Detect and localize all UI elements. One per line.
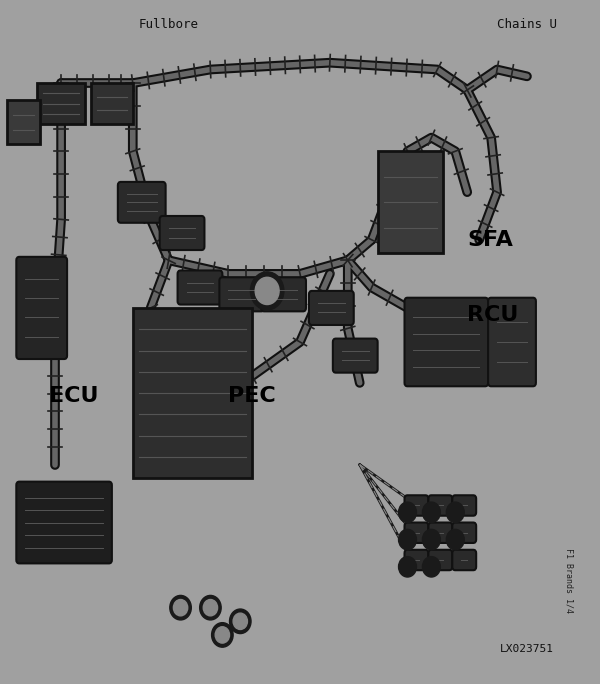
FancyBboxPatch shape bbox=[452, 523, 476, 543]
FancyBboxPatch shape bbox=[488, 298, 536, 386]
Circle shape bbox=[203, 599, 218, 616]
FancyBboxPatch shape bbox=[118, 182, 166, 223]
Bar bbox=[377, 151, 443, 254]
Text: RCU: RCU bbox=[467, 305, 518, 325]
Circle shape bbox=[215, 627, 230, 643]
Circle shape bbox=[422, 529, 440, 550]
Circle shape bbox=[233, 613, 247, 629]
Text: ECU: ECU bbox=[49, 386, 98, 406]
Circle shape bbox=[422, 557, 440, 577]
Text: Chains U: Chains U bbox=[497, 18, 557, 31]
FancyBboxPatch shape bbox=[404, 298, 488, 386]
FancyBboxPatch shape bbox=[404, 495, 428, 516]
FancyBboxPatch shape bbox=[404, 550, 428, 570]
Circle shape bbox=[212, 622, 233, 647]
FancyBboxPatch shape bbox=[452, 495, 476, 516]
Circle shape bbox=[173, 599, 188, 616]
FancyBboxPatch shape bbox=[16, 482, 112, 564]
Circle shape bbox=[446, 502, 464, 523]
Circle shape bbox=[398, 557, 416, 577]
FancyBboxPatch shape bbox=[16, 257, 67, 359]
Circle shape bbox=[200, 595, 221, 620]
Bar bbox=[91, 83, 133, 124]
Circle shape bbox=[446, 529, 464, 550]
Text: F1 Brands 1/4: F1 Brands 1/4 bbox=[564, 548, 573, 613]
Bar bbox=[133, 308, 252, 478]
Circle shape bbox=[398, 529, 416, 550]
FancyBboxPatch shape bbox=[452, 550, 476, 570]
FancyBboxPatch shape bbox=[220, 277, 264, 311]
Circle shape bbox=[398, 502, 416, 523]
FancyBboxPatch shape bbox=[333, 339, 377, 373]
Bar bbox=[37, 83, 85, 124]
Text: LX023751: LX023751 bbox=[500, 644, 554, 653]
FancyBboxPatch shape bbox=[404, 523, 428, 543]
Text: Fullbore: Fullbore bbox=[139, 18, 199, 31]
Circle shape bbox=[422, 502, 440, 523]
FancyBboxPatch shape bbox=[428, 495, 452, 516]
FancyBboxPatch shape bbox=[428, 550, 452, 570]
Circle shape bbox=[255, 277, 279, 304]
FancyBboxPatch shape bbox=[261, 277, 306, 311]
Circle shape bbox=[230, 609, 251, 633]
Circle shape bbox=[250, 272, 284, 310]
FancyBboxPatch shape bbox=[160, 216, 205, 250]
Text: SFA: SFA bbox=[467, 230, 513, 250]
FancyBboxPatch shape bbox=[178, 270, 223, 304]
FancyBboxPatch shape bbox=[428, 523, 452, 543]
Bar bbox=[7, 100, 40, 144]
Circle shape bbox=[170, 595, 191, 620]
FancyBboxPatch shape bbox=[309, 291, 354, 325]
Text: PEC: PEC bbox=[229, 386, 276, 406]
